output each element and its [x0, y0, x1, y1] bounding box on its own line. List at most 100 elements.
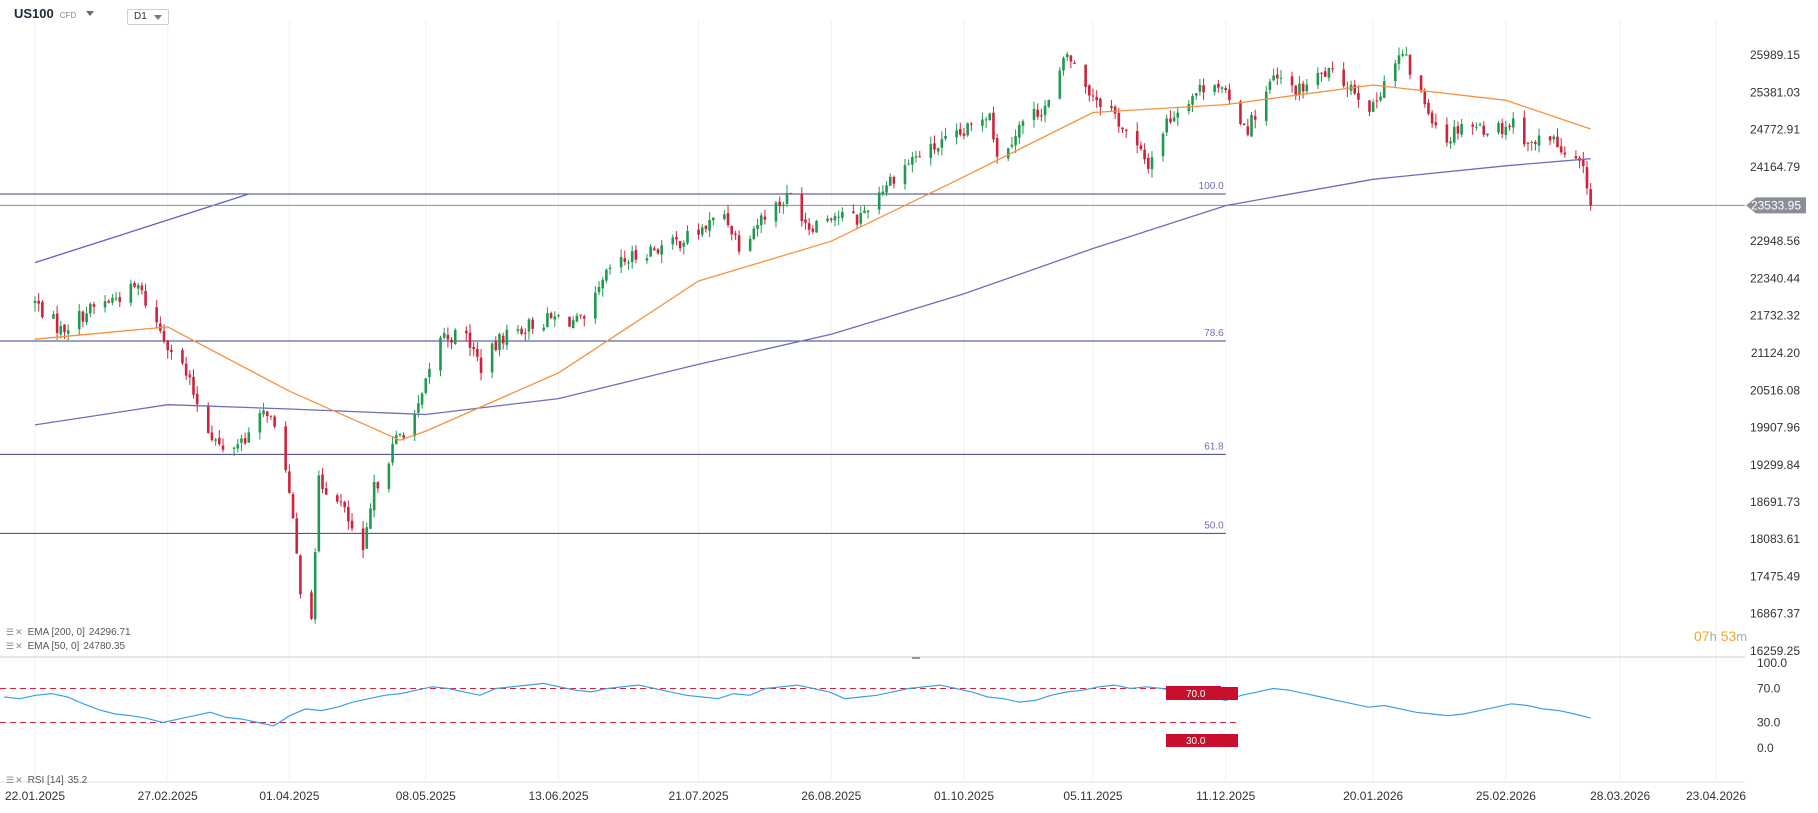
candle-down	[55, 313, 59, 333]
candle-down	[778, 201, 781, 207]
candle-down	[549, 313, 553, 318]
candle-up	[1305, 84, 1309, 92]
candle-down	[1135, 130, 1139, 146]
candle-up	[914, 156, 918, 158]
price-axis-label: 19907.96	[1750, 421, 1800, 435]
candle-up	[516, 329, 520, 331]
candle-up	[1379, 96, 1382, 101]
date-axis-label: 22.01.2025	[5, 789, 65, 803]
symbol-selector[interactable]: US100 CFD	[14, 6, 95, 21]
timeframe-select[interactable]: D1	[127, 9, 169, 25]
chevron-down-icon[interactable]	[86, 11, 95, 16]
candle-down	[1099, 98, 1102, 107]
candle-down	[339, 501, 343, 503]
candle-down	[465, 330, 468, 334]
candle-up	[1065, 54, 1069, 58]
candle-down	[446, 334, 450, 340]
candle-up	[966, 123, 969, 136]
candle-down	[1146, 157, 1150, 169]
candle-up	[33, 300, 37, 304]
candle-down	[350, 520, 354, 529]
rsi-axis-label: 30.0	[1757, 716, 1781, 730]
candle-up	[1478, 124, 1482, 126]
candle-up	[785, 192, 789, 204]
candle-up	[649, 246, 652, 257]
candle-down	[763, 216, 767, 220]
candle-up	[77, 311, 81, 330]
candle-down	[144, 290, 147, 306]
candle-up	[1486, 133, 1489, 136]
candle-up	[1194, 93, 1198, 96]
candle-up	[619, 256, 623, 268]
ema200-line	[34, 158, 1591, 426]
candle-up	[398, 433, 402, 436]
candle-down	[1323, 71, 1327, 77]
candle-up	[103, 301, 107, 308]
candle-down	[321, 474, 324, 490]
candle-up	[66, 330, 70, 334]
fibonacci-level-label: 78.6	[1204, 328, 1224, 339]
chevron-down-icon[interactable]	[154, 14, 162, 20]
settings-icon[interactable]: ☰✕	[6, 627, 24, 637]
candle-down	[37, 300, 40, 304]
candle-up	[1268, 81, 1272, 90]
candle-down	[1224, 88, 1228, 90]
price-axis-label: 16259.25	[1750, 644, 1800, 658]
candle-down	[807, 223, 811, 230]
candle-up	[1165, 118, 1169, 133]
timeframe-value: D1	[134, 11, 147, 22]
candle-down	[479, 357, 483, 373]
price-axis-label: 24772.91	[1750, 123, 1800, 137]
price-axis-label: 25381.03	[1750, 85, 1800, 99]
candle-up	[394, 435, 398, 444]
candle-up	[1150, 157, 1154, 170]
candle-down	[958, 129, 962, 135]
settings-icon[interactable]: ☰✕	[6, 641, 24, 651]
candle-up	[1497, 123, 1500, 133]
price-axis-label: 16867.37	[1750, 607, 1800, 621]
candle-up	[490, 343, 494, 373]
candle-down	[472, 347, 475, 350]
candle-up	[1537, 135, 1541, 146]
date-axis-label: 23.04.2026	[1686, 789, 1746, 803]
candle-down	[1589, 189, 1592, 206]
countdown-hours: 07	[1694, 628, 1710, 644]
candle-down	[1563, 152, 1567, 155]
price-axis-label: 19299.84	[1750, 458, 1800, 472]
candle-up	[863, 210, 866, 213]
candle-up	[1298, 83, 1301, 95]
candle-up	[1552, 136, 1556, 140]
candle-up	[1272, 75, 1275, 81]
candle-down	[218, 437, 221, 445]
date-axis-label: 20.01.2026	[1343, 789, 1403, 803]
candle-down	[811, 228, 815, 232]
candle-down	[1548, 136, 1552, 141]
candle-up	[748, 238, 752, 251]
date-axis-label: 21.07.2025	[669, 789, 729, 803]
candle-down	[829, 218, 833, 220]
legend-rsi[interactable]: ☰✕ RSI [14] 35.2	[6, 775, 87, 786]
candle-down	[243, 438, 247, 444]
candle-down	[623, 258, 627, 262]
candle-up	[1530, 142, 1533, 144]
candle-up	[911, 157, 914, 165]
candle-down	[347, 507, 350, 522]
candle-down	[1036, 109, 1040, 117]
candle-down	[1585, 167, 1589, 189]
candle-down	[1556, 136, 1559, 148]
candle-down	[1456, 126, 1460, 134]
settings-icon[interactable]: ☰✕	[6, 775, 24, 785]
ema200-value: 24296.71	[88, 627, 131, 638]
candle-up	[1198, 84, 1202, 92]
legend-ema200[interactable]: ☰✕ EMA [200, 0] 24296.71	[6, 627, 131, 638]
candle-down	[155, 307, 158, 323]
candle-down	[1143, 149, 1146, 160]
date-axis-label: 08.05.2025	[396, 789, 456, 803]
rsi-level-tag	[1166, 734, 1238, 747]
legend-ema50[interactable]: ☰✕ EMA [50, 0] 24780.35	[6, 641, 125, 652]
candle-up	[841, 211, 844, 218]
candle-up	[1405, 54, 1408, 56]
fibonacci-level-label: 61.8	[1204, 441, 1224, 452]
candle-down	[1276, 74, 1279, 79]
candle-up	[387, 463, 391, 489]
